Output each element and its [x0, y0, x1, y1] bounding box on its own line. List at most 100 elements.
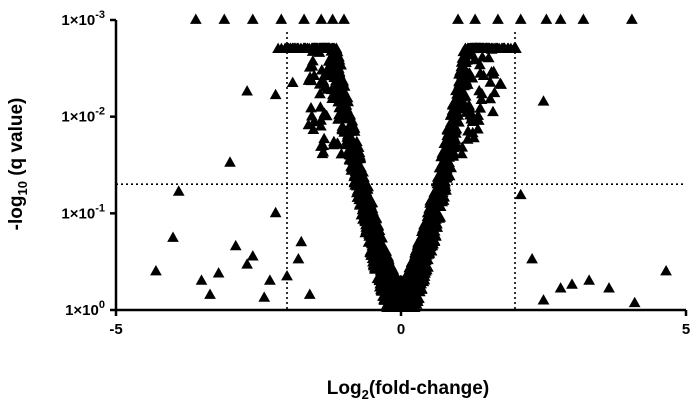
plot-area: -5 0 5 1×100 1×10-1 1×10-2 1×10-3 [61, 9, 690, 338]
data-point [305, 74, 318, 86]
data-point [485, 66, 498, 77]
data-point [353, 149, 366, 160]
data-point [150, 265, 162, 276]
data-point [475, 93, 488, 104]
data-point [363, 191, 376, 202]
data-point [628, 296, 641, 308]
data-point [476, 87, 488, 99]
data-point [434, 200, 446, 211]
data-point [314, 87, 326, 99]
data-point [321, 83, 334, 94]
data-point [403, 271, 415, 282]
data-point [352, 158, 364, 170]
data-point [409, 265, 421, 276]
data-point [414, 254, 427, 265]
data-point [566, 278, 578, 289]
data-point [349, 179, 362, 190]
data-point [362, 215, 375, 226]
data-point [269, 206, 282, 218]
data-point [372, 261, 385, 273]
data-point [167, 231, 179, 242]
data-point [482, 51, 495, 63]
data-point [319, 108, 331, 119]
data-point [275, 13, 288, 24]
data-point [526, 253, 538, 264]
data-point [302, 118, 315, 130]
data-point [577, 13, 590, 24]
data-point [315, 13, 328, 24]
data-point [318, 132, 330, 144]
data-point [281, 270, 293, 281]
data-point [440, 184, 452, 195]
y-tick-label: 1×100 [65, 299, 105, 319]
data-point [446, 104, 459, 115]
data-point [317, 139, 329, 150]
data-point [466, 126, 479, 138]
data-point [355, 209, 368, 220]
data-point [315, 114, 327, 125]
data-point [308, 115, 320, 127]
data-point [350, 139, 363, 150]
data-point [303, 288, 316, 299]
data-point [338, 13, 350, 24]
data-point [284, 42, 297, 53]
data-point [241, 258, 253, 269]
data-point [332, 138, 344, 149]
data-point [554, 13, 567, 24]
data-point [439, 154, 452, 165]
data-point [317, 146, 330, 157]
data-point [326, 13, 339, 24]
data-point [370, 237, 382, 248]
data-point [450, 127, 462, 138]
data-point [443, 123, 456, 134]
data-point [224, 156, 236, 167]
data-point [264, 274, 276, 285]
data-point [452, 13, 464, 24]
data-point [298, 13, 310, 24]
data-point [487, 105, 499, 117]
data-point [379, 257, 392, 269]
data-point [474, 102, 487, 113]
data-point [492, 13, 504, 24]
data-point [416, 236, 429, 247]
data-point [626, 13, 638, 24]
data-point [603, 282, 615, 293]
data-point [367, 211, 380, 222]
x-axis-ticks: -5 0 5 [109, 310, 690, 338]
y-tick-label: 1×10-3 [61, 9, 105, 29]
data-point [307, 55, 319, 66]
data-point [484, 92, 497, 104]
data-point [423, 219, 436, 230]
data-point [335, 148, 348, 159]
data-point [204, 288, 216, 299]
x-tick-label: -5 [109, 321, 122, 338]
data-point [229, 239, 242, 251]
data-point [382, 267, 394, 279]
data-point [295, 42, 307, 53]
data-point [333, 95, 345, 106]
y-tick-label: 1×10-1 [61, 202, 105, 222]
data-point [344, 133, 356, 144]
data-point [246, 250, 259, 261]
data-point [372, 250, 385, 261]
data-point [405, 278, 417, 289]
data-point [258, 291, 271, 302]
data-point [172, 185, 185, 196]
data-point [339, 98, 352, 109]
data-point [489, 42, 501, 53]
data-point [505, 42, 517, 53]
data-point [379, 287, 391, 298]
data-point [371, 272, 384, 284]
data-point [433, 168, 446, 180]
data-point [660, 265, 672, 276]
data-point [537, 294, 550, 305]
data-point [554, 282, 567, 293]
data-point [364, 200, 376, 211]
data-point [313, 78, 326, 89]
data-point [320, 42, 333, 53]
data-point [412, 292, 425, 303]
data-point [438, 177, 451, 189]
data-point [488, 86, 501, 98]
threshold-lines [116, 32, 686, 310]
